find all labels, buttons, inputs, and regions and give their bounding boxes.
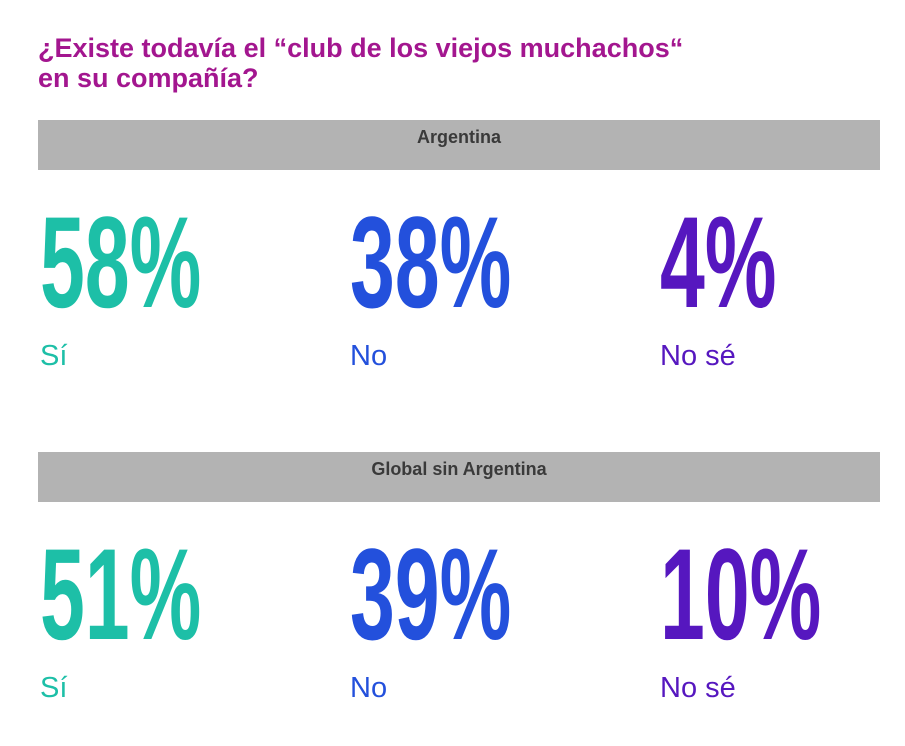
- figure-label: Sí: [40, 340, 67, 372]
- big-figure: 38%: [350, 189, 511, 334]
- section-bar: [38, 452, 880, 502]
- big-figure: 51%: [40, 521, 201, 666]
- title-line: en su compañía?: [38, 63, 259, 93]
- figure-label: No sé: [660, 340, 736, 372]
- big-figure: 39%: [350, 521, 511, 666]
- section-heading: Global sin Argentina: [371, 459, 547, 479]
- figure-label: Sí: [40, 672, 67, 704]
- figure-label: No: [350, 340, 387, 372]
- big-figure: 58%: [40, 189, 201, 334]
- figure-label: No: [350, 672, 387, 704]
- section-heading: Argentina: [417, 127, 502, 147]
- big-figure: 10%: [660, 521, 821, 666]
- big-figure: 4%: [660, 189, 776, 334]
- title-line: ¿Existe todavía el “club de los viejos m…: [38, 33, 683, 63]
- figure-label: No sé: [660, 672, 736, 704]
- section-bar: [38, 120, 880, 170]
